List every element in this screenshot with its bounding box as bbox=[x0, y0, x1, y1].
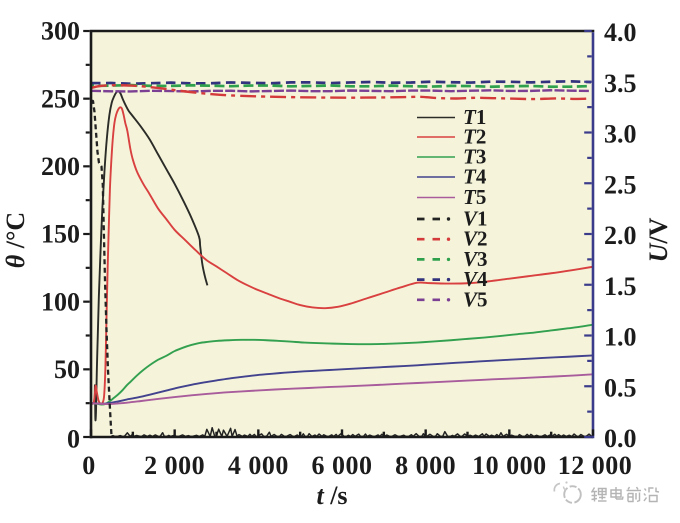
svg-text:0.0: 0.0 bbox=[604, 424, 637, 453]
svg-text:V1: V1 bbox=[463, 207, 488, 231]
svg-text:2.0: 2.0 bbox=[604, 221, 637, 250]
svg-text:T5: T5 bbox=[463, 185, 486, 209]
svg-text:200: 200 bbox=[41, 152, 80, 181]
svg-text:T2: T2 bbox=[463, 125, 486, 149]
svg-text:U/V: U/V bbox=[644, 217, 673, 262]
svg-text:10 000: 10 000 bbox=[472, 451, 547, 480]
svg-text:8 000: 8 000 bbox=[395, 451, 456, 480]
svg-text:4.0: 4.0 bbox=[604, 18, 637, 47]
svg-text:250: 250 bbox=[41, 84, 80, 113]
svg-text:V3: V3 bbox=[463, 247, 488, 271]
svg-text:0.5: 0.5 bbox=[604, 373, 637, 402]
svg-text:T1: T1 bbox=[463, 105, 486, 129]
svg-text:V4: V4 bbox=[463, 267, 488, 291]
svg-text:T3: T3 bbox=[463, 145, 486, 169]
svg-text:1.0: 1.0 bbox=[604, 323, 637, 352]
svg-text:V5: V5 bbox=[463, 287, 488, 311]
svg-text:4 000: 4 000 bbox=[228, 451, 289, 480]
svg-text:300: 300 bbox=[41, 17, 80, 46]
svg-text:100: 100 bbox=[41, 287, 80, 316]
svg-text:150: 150 bbox=[41, 220, 80, 249]
svg-text:3.0: 3.0 bbox=[604, 120, 637, 149]
svg-text:0: 0 bbox=[82, 451, 96, 480]
svg-text:12 000: 12 000 bbox=[558, 451, 633, 480]
svg-text:6 000: 6 000 bbox=[312, 451, 373, 480]
svg-text:t /s: t /s bbox=[316, 481, 347, 510]
svg-text:2.5: 2.5 bbox=[604, 170, 637, 199]
svg-text:1.5: 1.5 bbox=[604, 272, 637, 301]
svg-text:3.5: 3.5 bbox=[604, 69, 637, 98]
svg-text:T4: T4 bbox=[463, 165, 487, 189]
svg-text:V2: V2 bbox=[463, 227, 488, 251]
svg-text:2 000: 2 000 bbox=[144, 451, 205, 480]
svg-text:50: 50 bbox=[54, 355, 80, 384]
svg-text:θ /°C: θ /°C bbox=[1, 212, 30, 268]
svg-text:0: 0 bbox=[67, 425, 80, 454]
